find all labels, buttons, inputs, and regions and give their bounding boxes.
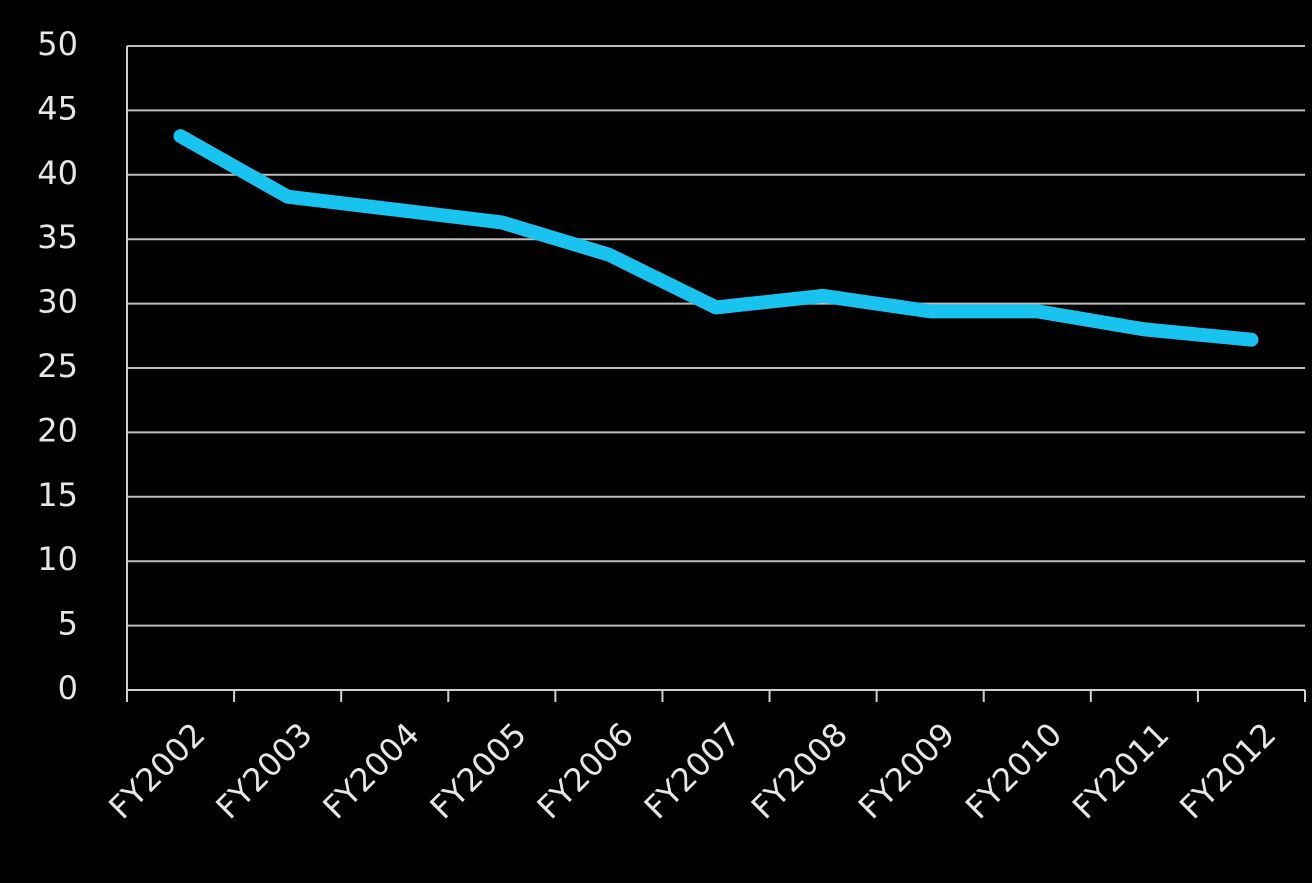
data-line: [173, 129, 1259, 347]
y-tick-label: 20: [37, 411, 78, 449]
y-tick-label: 15: [37, 476, 78, 514]
y-tick-label: 40: [37, 154, 78, 192]
y-tick-label: 0: [58, 669, 78, 707]
y-tick-label: 25: [37, 347, 78, 385]
y-tick-label: 5: [58, 605, 78, 643]
y-tick-label: 30: [37, 283, 78, 321]
y-tick-label: 35: [37, 218, 78, 256]
y-tick-label: 10: [37, 540, 78, 578]
y-tick-label: 50: [37, 25, 78, 63]
y-tick-label: 45: [37, 89, 78, 127]
